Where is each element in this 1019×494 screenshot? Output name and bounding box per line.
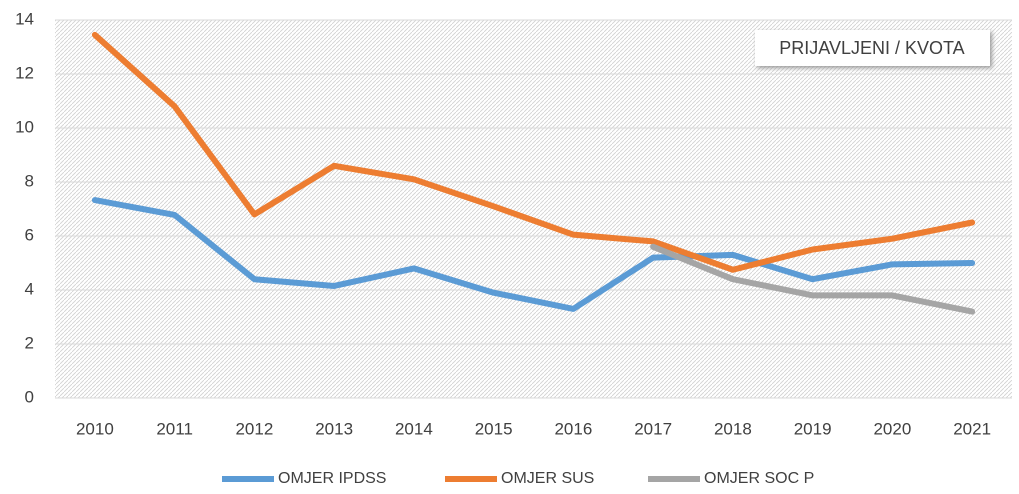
y-tick-label: 10 <box>15 117 34 136</box>
y-tick-label: 6 <box>25 225 34 244</box>
y-tick-label: 2 <box>25 333 34 352</box>
legend-label: OMJER IPDSS <box>278 470 386 487</box>
x-tick-label: 2018 <box>714 419 752 438</box>
line-series <box>91 197 976 312</box>
x-tick-label: 2017 <box>634 419 672 438</box>
legend-label: OMJER SUS <box>501 470 594 487</box>
line-series <box>650 243 976 315</box>
plot-area <box>55 20 1012 398</box>
line-series <box>91 31 976 273</box>
y-tick-label: 0 <box>25 387 34 406</box>
x-tick-label: 2021 <box>953 419 991 438</box>
x-tick-label: 2015 <box>475 419 513 438</box>
x-tick-label: 2014 <box>395 419 433 438</box>
x-tick-label: 2010 <box>76 419 114 438</box>
annotation: PRIJAVLJENI / KVOTA <box>779 38 964 58</box>
y-tick-label: 8 <box>25 171 34 190</box>
x-tick-label: 2020 <box>873 419 911 438</box>
legend-label: OMJER SOC P <box>704 470 814 487</box>
x-tick-label: 2011 <box>156 419 193 438</box>
y-tick-label: 4 <box>25 279 34 298</box>
x-tick-label: 2019 <box>794 419 832 438</box>
x-tick-label: 2016 <box>554 419 592 438</box>
annotation-box <box>755 30 990 66</box>
x-tick-label: 2012 <box>235 419 273 438</box>
x-tick-label: 2013 <box>315 419 353 438</box>
y-tick-label: 12 <box>15 63 34 82</box>
y-tick-label: 14 <box>15 9 34 28</box>
